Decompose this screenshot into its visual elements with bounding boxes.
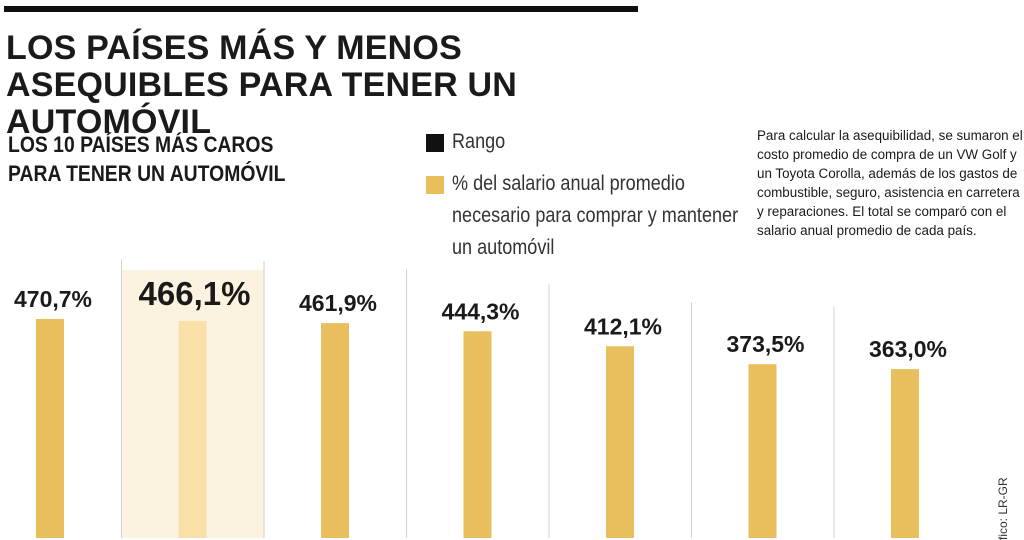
data-label: 444,3% [441,298,519,324]
bar [748,364,777,538]
data-label: 466,1% [139,275,251,312]
bar [321,323,349,538]
bar [891,369,919,538]
data-label: 461,9% [299,290,377,316]
top-rule [4,6,638,12]
legend-label-salario: % del salario anual promedio necesario p… [452,172,739,259]
data-label: 363,0% [869,336,947,362]
data-label: 373,5% [726,331,804,357]
data-label: 412,1% [584,313,662,339]
legend-swatch-salario [426,176,444,194]
bar [178,321,207,538]
chart-title: LOS PAÍSES MÁS Y MENOS ASEQUIBLES PARA T… [6,29,518,141]
bar [36,319,64,538]
legend-label-rango: Rango [452,130,506,153]
chart-subtitle: LOS 10 PAÍSES MÁS CAROS PARA TENER UN AU… [8,132,286,186]
bar [606,346,634,538]
legend: Rango % del salario anual promedio neces… [424,126,744,264]
bar [463,331,492,538]
legend-item-rango: Rango [424,126,744,158]
methodology-note: Para calcular la asequibilidad, se sumar… [757,128,1023,238]
legend-item-salario: % del salario anual promedio necesario p… [424,168,744,264]
legend-swatch-rango [426,134,444,152]
data-label: 470,7% [14,286,92,312]
